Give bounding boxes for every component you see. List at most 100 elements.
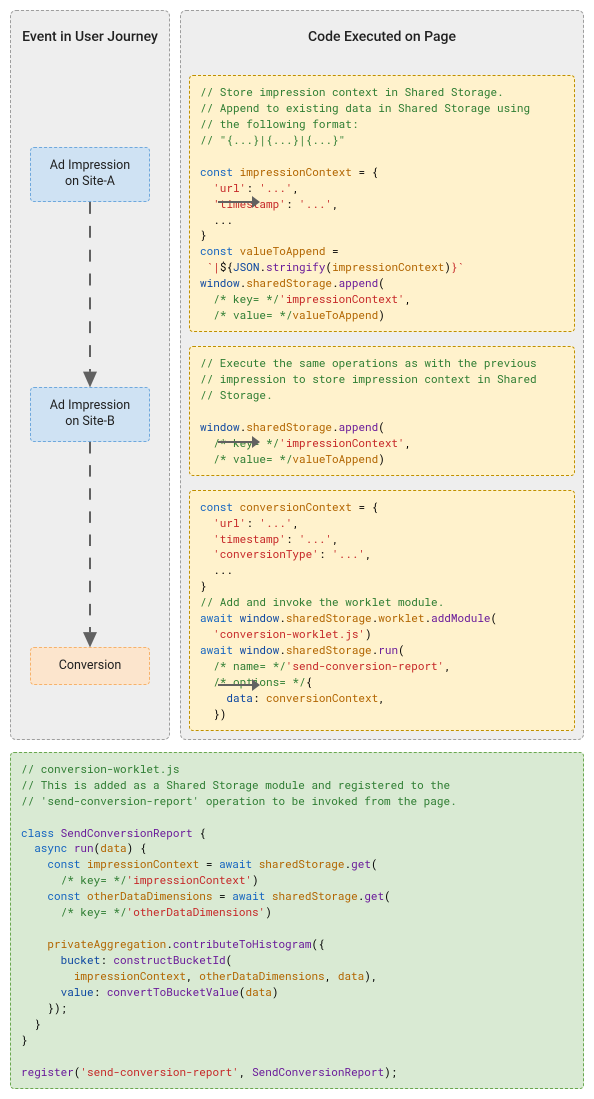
code-fn: append (339, 275, 379, 290)
code-var: sharedStorage (259, 856, 345, 871)
code-var: sharedStorage (246, 275, 332, 290)
code-fn: get (364, 888, 384, 903)
code-string: 'otherDataDimensions' (127, 904, 266, 919)
code-var: privateAggregation (47, 936, 166, 951)
code-fn: stringify (266, 259, 325, 274)
code-text: window (240, 642, 280, 657)
code-text: JSON (233, 259, 259, 274)
code-var: impressionContext (74, 968, 186, 983)
code-comment: /* key= */ (61, 904, 127, 919)
code-var: sharedStorage (286, 642, 372, 657)
code-fn: contributeToHistogram (173, 936, 312, 951)
code-keyword: const (200, 164, 233, 179)
code-fn: append (339, 419, 379, 434)
code-comment: // impression to store impression contex… (200, 371, 537, 386)
code-comment: // Append to existing data in Shared Sto… (200, 100, 530, 115)
code-text: ... (200, 212, 233, 227)
code-comment: // the following format: (200, 116, 358, 131)
code-var: worklet (378, 610, 424, 625)
code-var: data (100, 840, 126, 855)
top-row: Event in User Journey Ad Impressionon Si… (10, 10, 584, 740)
code-string: 'url' (213, 515, 246, 530)
code-keyword: const (47, 856, 80, 871)
code-var: conversionContext (266, 690, 378, 705)
code-comment: // "{...}|{...}|{...}" (200, 132, 345, 147)
code-comment: /* name= */ (213, 658, 286, 673)
event-conversion: Conversion (30, 647, 150, 685)
code-keyword: await (200, 610, 233, 625)
code-text: value (61, 984, 94, 999)
code-comment: /* key= */ (213, 291, 279, 306)
code-keyword: const (47, 888, 80, 903)
code-string: '...' (259, 180, 292, 195)
code-string: `| (200, 259, 220, 274)
code-text: ... (200, 562, 233, 577)
code-text: = { (352, 164, 378, 179)
code-var: sharedStorage (286, 610, 372, 625)
code-text: window (240, 610, 280, 625)
code-var: data (338, 968, 364, 983)
code-keyword: await (200, 642, 233, 657)
code-var: impressionContext (87, 856, 199, 871)
code-string: 'timestamp' (213, 531, 286, 546)
code-var: sharedStorage (272, 888, 358, 903)
code-class: SendConversionReport (252, 1064, 384, 1079)
code-comment: // conversion-worklet.js (21, 761, 179, 776)
code-class: SendConversionReport (61, 825, 193, 840)
code-comment: // 'send-conversion-report' operation to… (21, 793, 457, 808)
code-string: 'impressionContext' (279, 291, 404, 306)
code-string: '...' (259, 515, 292, 530)
code-box-conversion: const conversionContext = { 'url': '...'… (189, 490, 575, 731)
code-comment: /* value= */ (213, 451, 292, 466)
code-keyword: const (200, 243, 233, 258)
code-string: 'impressionContext' (127, 872, 252, 887)
event-label: Ad Impressionon Site-B (50, 398, 130, 429)
event-label: Conversion (59, 658, 122, 673)
code-var: valueToAppend (240, 243, 326, 258)
code-comment: /* value= */ (213, 307, 292, 322)
events-stack: Ad Impressionon Site-A Ad Impressionon S… (17, 61, 163, 731)
user-journey-column: Event in User Journey Ad Impressionon Si… (10, 10, 170, 740)
event-ad-impression-b: Ad Impressionon Site-B (30, 387, 150, 442)
arrow-right-icon (218, 433, 260, 451)
code-fn: convertToBucketValue (107, 984, 239, 999)
arrow-right-icon (218, 676, 260, 694)
code-string: '...' (299, 531, 332, 546)
code-string: 'send-conversion-report' (286, 658, 444, 673)
code-string: 'impressionContext' (279, 435, 404, 450)
code-var: valueToAppend (292, 451, 378, 466)
code-var: impressionContext (240, 164, 352, 179)
code-fn: run (378, 642, 398, 657)
code-keyword: await (219, 856, 252, 871)
code-string: 'conversionType' (213, 546, 319, 561)
code-text: } (200, 227, 207, 242)
code-executed-header: Code Executed on Page (189, 19, 575, 55)
code-comment: // Storage. (200, 387, 273, 402)
code-fn: addModule (431, 610, 490, 625)
code-text: window (200, 275, 240, 290)
arrow-right-icon (218, 193, 260, 211)
code-var: data (245, 984, 271, 999)
event-label: Ad Impressionon Site-A (50, 158, 130, 189)
code-comment: // Add and invoke the worklet module. (200, 594, 444, 609)
code-var: valueToAppend (292, 307, 378, 322)
code-keyword: class (21, 825, 54, 840)
user-journey-header: Event in User Journey (22, 19, 158, 55)
code-text: } (200, 578, 207, 593)
code-keyword: async (34, 840, 67, 855)
code-box-impression-b: // Execute the same operations as with t… (189, 346, 575, 476)
code-string: }` (451, 259, 464, 274)
code-executed-column: Code Executed on Page // Store impressio… (180, 10, 584, 740)
code-text: bucket (61, 952, 101, 967)
code-fn: constructBucketId (113, 952, 225, 967)
code-string: '...' (332, 546, 365, 561)
code-fn: register (21, 1064, 74, 1079)
code-var: impressionContext (332, 259, 444, 274)
code-comment: // Store impression context in Shared St… (200, 84, 504, 99)
code-string: 'send-conversion-report' (80, 1064, 238, 1079)
code-var: otherDataDimensions (199, 968, 324, 983)
code-keyword: await (232, 888, 265, 903)
code-string: '...' (299, 196, 332, 211)
code-string: 'conversion-worklet.js' (213, 626, 365, 641)
code-keyword: const (200, 499, 233, 514)
